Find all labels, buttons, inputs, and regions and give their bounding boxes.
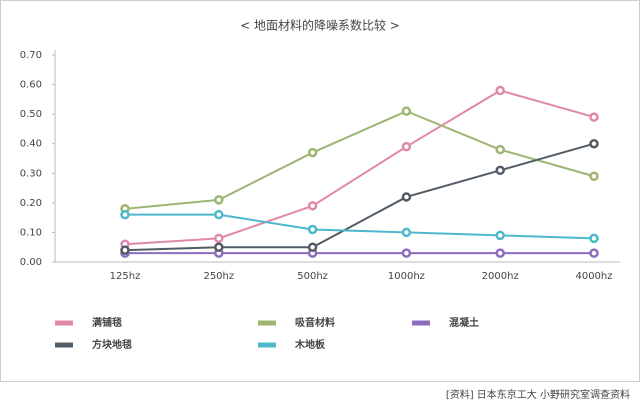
legend-label: 满铺毯 bbox=[92, 316, 122, 329]
series-line bbox=[124, 89, 595, 246]
data-point bbox=[495, 85, 505, 96]
data-point bbox=[214, 242, 224, 252]
x-tick-label: 125hz bbox=[110, 271, 141, 282]
legend-label: 吸音材料 bbox=[295, 316, 335, 329]
data-point bbox=[401, 192, 412, 202]
legend-label: 方块地毯 bbox=[92, 338, 132, 351]
y-tick-label: 0.40 bbox=[20, 139, 42, 150]
x-tick-label: 2000hz bbox=[482, 271, 519, 282]
data-point bbox=[120, 245, 130, 255]
data-point bbox=[307, 242, 318, 252]
x-tick-label: 500hz bbox=[297, 271, 328, 282]
data-point bbox=[589, 138, 599, 149]
y-tick-label: 0.60 bbox=[20, 80, 42, 91]
y-tick-label: 0.00 bbox=[20, 257, 42, 268]
data-point bbox=[495, 230, 505, 241]
data-point bbox=[307, 224, 318, 235]
x-tick-label: 4000hz bbox=[575, 271, 612, 282]
data-point bbox=[307, 201, 318, 211]
data-point bbox=[589, 248, 599, 258]
series-line bbox=[124, 142, 595, 252]
data-point bbox=[589, 233, 599, 244]
source-note: [资料] 日本东京工大 小野研究室调查资料 bbox=[446, 388, 630, 401]
data-point bbox=[401, 248, 412, 258]
chart-frame bbox=[0, 0, 640, 382]
legend-label: 混凝土 bbox=[449, 316, 479, 329]
y-tick-label: 0.70 bbox=[20, 50, 42, 61]
legend-label: 木地板 bbox=[294, 338, 326, 351]
data-point bbox=[589, 112, 599, 122]
series-line bbox=[124, 110, 595, 210]
data-point bbox=[401, 227, 412, 238]
data-point bbox=[307, 147, 318, 158]
chart-title: < 地面材料的降噪系数比较 > bbox=[240, 18, 400, 33]
data-point bbox=[495, 165, 505, 176]
y-tick-label: 0.20 bbox=[20, 198, 42, 209]
y-tick-label: 0.10 bbox=[20, 227, 42, 238]
data-point bbox=[120, 209, 130, 220]
data-point bbox=[495, 248, 505, 258]
x-tick-label: 250hz bbox=[203, 271, 234, 282]
data-point bbox=[214, 233, 224, 244]
x-tick-label: 1000hz bbox=[388, 271, 425, 282]
data-point bbox=[589, 171, 599, 181]
data-point bbox=[495, 144, 505, 155]
series-line bbox=[125, 213, 595, 240]
data-point bbox=[214, 195, 224, 205]
data-point bbox=[401, 141, 412, 152]
y-tick-label: 0.50 bbox=[20, 109, 42, 120]
data-point bbox=[401, 106, 412, 116]
y-tick-label: 0.30 bbox=[20, 168, 42, 179]
data-point bbox=[214, 209, 224, 220]
